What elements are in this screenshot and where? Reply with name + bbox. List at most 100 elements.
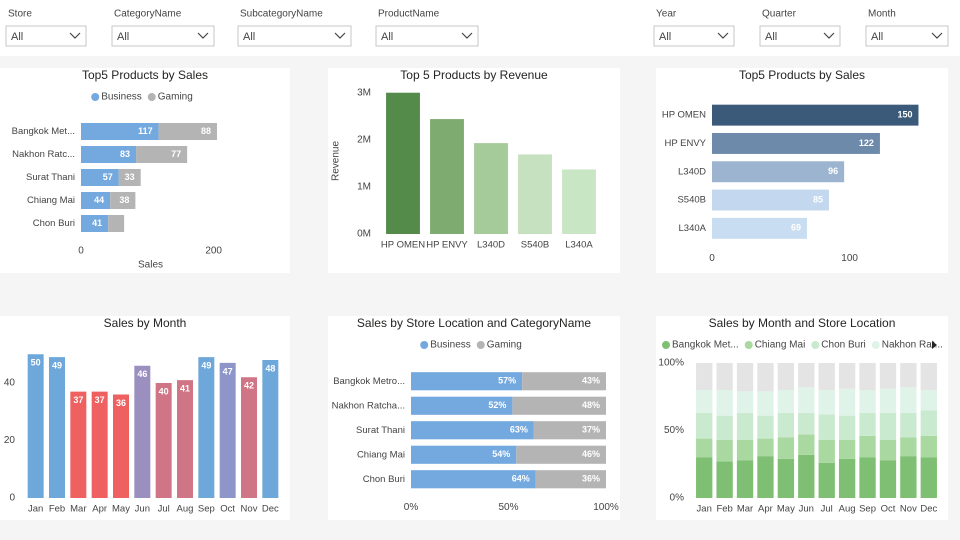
filter-slicer[interactable]: Month All (865, 9, 949, 47)
category-label: Nov (241, 504, 258, 515)
category-label: S540B (521, 240, 550, 251)
bar (736, 412, 754, 440)
category-label: Chon Buri (363, 474, 405, 485)
bar (136, 145, 188, 164)
bar (859, 457, 876, 498)
category-label: May (777, 504, 795, 515)
data-label: 48% (582, 400, 600, 410)
bar (70, 391, 87, 498)
bar (81, 191, 111, 210)
bar (91, 391, 108, 498)
legend-label: Business (430, 340, 471, 351)
bar (712, 132, 880, 154)
bar (859, 435, 876, 458)
filter-slicer[interactable]: Quarter All (759, 9, 841, 47)
bar (716, 390, 733, 416)
category-label: Dec (262, 504, 279, 515)
data-label: 37% (582, 425, 600, 435)
bar (757, 363, 774, 392)
category-label: Jun (135, 504, 150, 515)
category-label: Feb (49, 504, 65, 515)
dropdown-chevron (717, 32, 729, 39)
data-label: 50 (31, 358, 41, 368)
filter-value: All (381, 31, 393, 43)
bar (474, 143, 508, 234)
category-label: Apr (92, 504, 107, 515)
filter-dropdown[interactable] (759, 25, 841, 47)
chart-plot: 0 200 Bangkok Met... Nakhon Ratc... Surat Th… (12, 122, 222, 271)
filter-label: Store (8, 9, 32, 20)
legend-label: Chon Buri (821, 340, 865, 351)
data-label: 83 (120, 149, 130, 159)
x-tick-label: 50% (498, 502, 518, 513)
category-label: Sep (859, 504, 876, 515)
filter-slicer[interactable]: Year All (653, 9, 735, 47)
filter-slicer[interactable]: Store All (5, 9, 87, 47)
bar (777, 458, 795, 498)
data-label: 52% (488, 400, 506, 410)
filter-dropdown[interactable] (865, 25, 949, 47)
x-axis-label: Sales (138, 260, 163, 271)
filter-dropdown[interactable] (375, 25, 479, 47)
filter-value: All (243, 31, 255, 43)
data-label: 150 (897, 110, 912, 120)
data-label: 96 (828, 166, 838, 176)
data-label: 54% (492, 449, 510, 459)
chart-plot: 0 20 40 Jan Feb Mar Apr May Jun Jul Aug Sep Oct Nov De… (4, 354, 279, 515)
category-label: Apr (758, 504, 773, 515)
dropdown-chevron (931, 32, 943, 39)
bar (81, 214, 109, 233)
x-tick-label: 100 (841, 253, 858, 264)
category-label: Mar (70, 504, 86, 515)
bar (716, 415, 733, 440)
filter-slicer[interactable]: CategoryName All (111, 9, 215, 47)
legend-marker (147, 93, 156, 101)
filter-dropdown[interactable] (5, 25, 87, 47)
legend: Business Gaming (91, 92, 193, 103)
bar (879, 388, 897, 413)
bar (716, 439, 733, 462)
bar (838, 415, 856, 440)
filter-dropdown[interactable] (653, 25, 735, 47)
category-label: HP ENVY (664, 138, 706, 149)
bar (241, 377, 257, 498)
category-label: L340D (678, 166, 706, 177)
category-label: Dec (920, 504, 937, 515)
chart-panel (328, 316, 620, 520)
bar (798, 387, 815, 413)
bar (696, 412, 713, 439)
chart-title: Sales by Month and Store Location (709, 316, 896, 330)
legend-label: Bangkok Met... (672, 340, 739, 351)
bar (798, 363, 815, 388)
chart-title: Sales by Store Location and CategoryName (357, 316, 591, 330)
x-tick-label: 0 (709, 253, 715, 264)
category-label: Jul (821, 504, 833, 515)
bar (108, 214, 125, 233)
bar (712, 104, 919, 126)
filter-dropdown[interactable] (237, 25, 352, 47)
category-label: Nakhon Ratc... (12, 149, 75, 160)
dropdown-chevron (197, 32, 209, 39)
category-label: S540B (677, 195, 706, 206)
category-label: HP OMEN (662, 110, 706, 121)
bar (920, 435, 937, 458)
bar (411, 445, 517, 464)
data-label: 42 (244, 381, 254, 391)
legend-label: Gaming (158, 92, 193, 103)
bar (859, 390, 876, 413)
bar (736, 439, 754, 461)
bar (411, 372, 523, 391)
filter-slicer[interactable]: SubcategoryName All (237, 9, 352, 47)
bar (177, 380, 193, 498)
bar (900, 437, 917, 457)
bar (562, 169, 596, 234)
bar (411, 470, 536, 489)
category-label: Aug (177, 504, 194, 515)
data-label: 37 (95, 395, 105, 405)
category-label: Feb (716, 504, 732, 515)
filter-dropdown[interactable] (111, 25, 215, 47)
data-label: 77 (171, 149, 181, 159)
filter-slicer[interactable]: ProductName All (375, 9, 479, 47)
